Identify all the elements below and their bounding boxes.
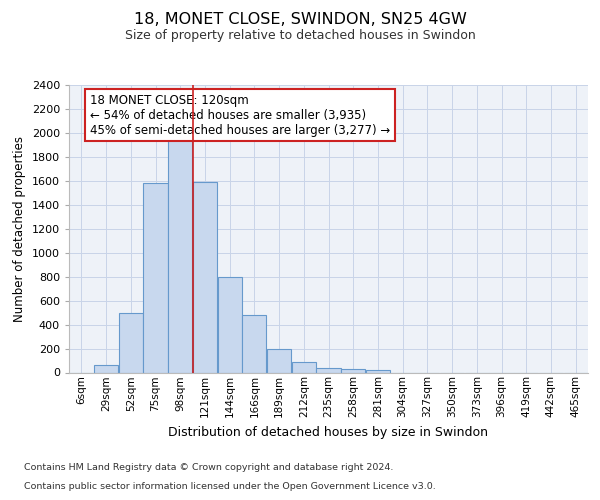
Bar: [341, 369, 365, 372]
Bar: [316, 368, 341, 372]
Bar: [193, 182, 217, 372]
Bar: [168, 139, 193, 372]
Bar: [94, 366, 118, 372]
Bar: [267, 348, 291, 372]
Bar: [143, 183, 167, 372]
Text: Contains HM Land Registry data © Crown copyright and database right 2024.: Contains HM Land Registry data © Crown c…: [24, 464, 394, 472]
Bar: [119, 312, 143, 372]
Bar: [292, 362, 316, 372]
Bar: [242, 315, 266, 372]
X-axis label: Distribution of detached houses by size in Swindon: Distribution of detached houses by size …: [169, 426, 488, 438]
Text: Contains public sector information licensed under the Open Government Licence v3: Contains public sector information licen…: [24, 482, 436, 491]
Text: Size of property relative to detached houses in Swindon: Size of property relative to detached ho…: [125, 29, 475, 42]
Text: 18, MONET CLOSE, SWINDON, SN25 4GW: 18, MONET CLOSE, SWINDON, SN25 4GW: [134, 12, 466, 28]
Bar: [218, 276, 242, 372]
Bar: [366, 370, 390, 372]
Text: 18 MONET CLOSE: 120sqm
← 54% of detached houses are smaller (3,935)
45% of semi-: 18 MONET CLOSE: 120sqm ← 54% of detached…: [90, 94, 390, 136]
Y-axis label: Number of detached properties: Number of detached properties: [13, 136, 26, 322]
